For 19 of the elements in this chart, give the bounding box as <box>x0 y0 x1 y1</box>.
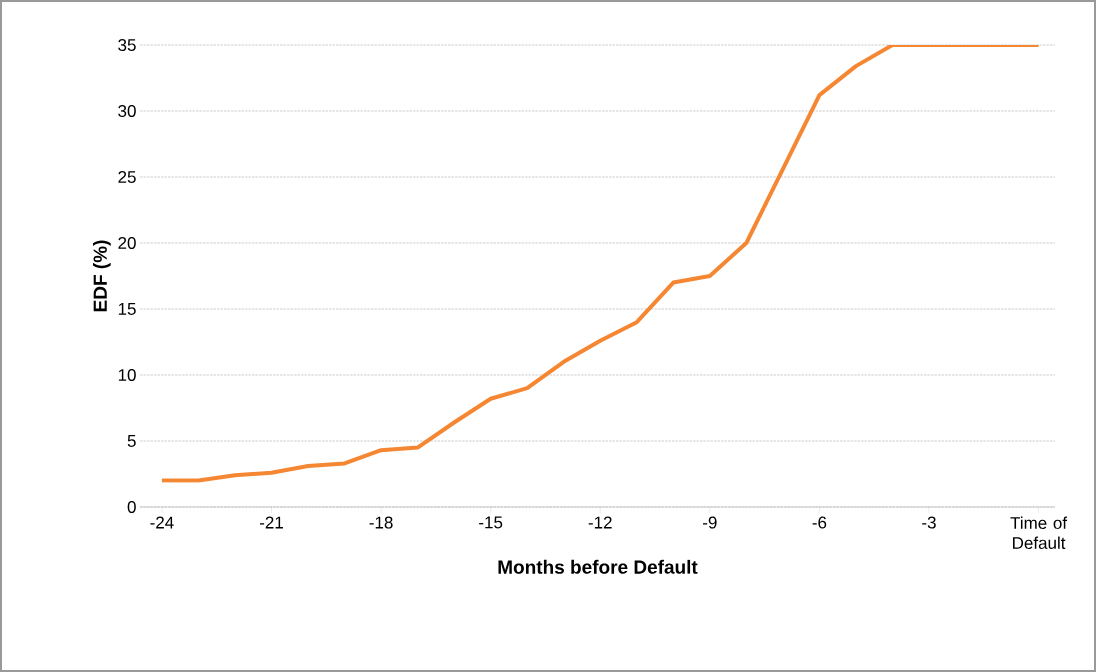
y-axis-title: EDF (%) <box>92 240 111 312</box>
x-tick-label: -21 <box>259 516 283 529</box>
y-tick-label: 15 <box>118 303 136 315</box>
y-tick-label: 0 <box>127 500 136 514</box>
y-tick-label: 25 <box>118 170 136 184</box>
x-tick-label: -18 <box>369 516 393 529</box>
x-tick-label: -12 <box>588 516 612 529</box>
y-tick-label: 30 <box>118 104 136 118</box>
x-tick-label: -9 <box>703 516 717 529</box>
y-tick-label: 20 <box>118 236 136 250</box>
x-tick-label: Time of Default <box>1010 516 1068 550</box>
x-tick-label: -3 <box>922 516 936 529</box>
y-tick-label: 10 <box>118 368 136 382</box>
x-tick-label: -24 <box>150 516 174 529</box>
y-tick-label: 35 <box>118 38 136 52</box>
x-tick-label: -6 <box>812 516 827 529</box>
x-tick-label: -15 <box>479 516 503 529</box>
y-tick-label: 5 <box>127 435 136 447</box>
x-axis-title: Months before Default <box>498 559 698 574</box>
